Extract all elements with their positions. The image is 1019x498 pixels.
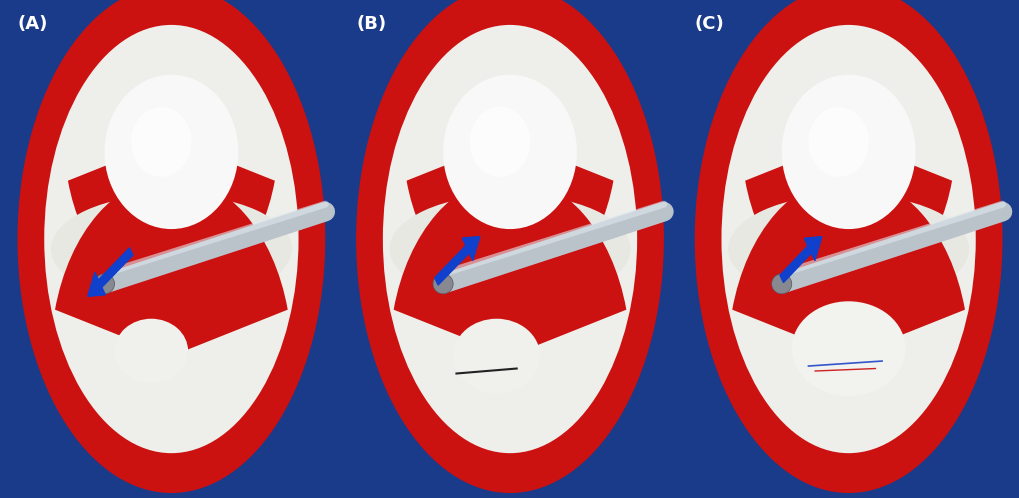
Ellipse shape: [382, 25, 637, 453]
Text: (C): (C): [694, 15, 723, 33]
Ellipse shape: [694, 0, 1002, 493]
Ellipse shape: [131, 107, 192, 177]
Ellipse shape: [104, 75, 238, 229]
Ellipse shape: [470, 107, 530, 177]
Ellipse shape: [452, 319, 540, 393]
Ellipse shape: [728, 194, 968, 304]
Ellipse shape: [808, 107, 868, 177]
Ellipse shape: [771, 274, 791, 294]
Wedge shape: [55, 177, 287, 356]
Ellipse shape: [356, 0, 663, 493]
Ellipse shape: [720, 25, 975, 453]
FancyArrow shape: [88, 248, 132, 296]
Wedge shape: [732, 177, 964, 356]
Ellipse shape: [389, 194, 630, 304]
Ellipse shape: [433, 274, 452, 294]
Ellipse shape: [51, 194, 291, 304]
Wedge shape: [68, 139, 274, 299]
Wedge shape: [745, 139, 951, 299]
Ellipse shape: [442, 75, 577, 229]
Text: (B): (B): [356, 15, 386, 33]
Ellipse shape: [95, 274, 114, 294]
Ellipse shape: [17, 0, 325, 493]
Wedge shape: [393, 177, 626, 356]
FancyArrow shape: [434, 237, 479, 285]
Ellipse shape: [781, 75, 915, 229]
FancyArrow shape: [780, 237, 821, 282]
Ellipse shape: [791, 301, 905, 396]
Wedge shape: [407, 139, 612, 299]
Text: (A): (A): [17, 15, 48, 33]
Ellipse shape: [114, 319, 187, 383]
Ellipse shape: [44, 25, 299, 453]
